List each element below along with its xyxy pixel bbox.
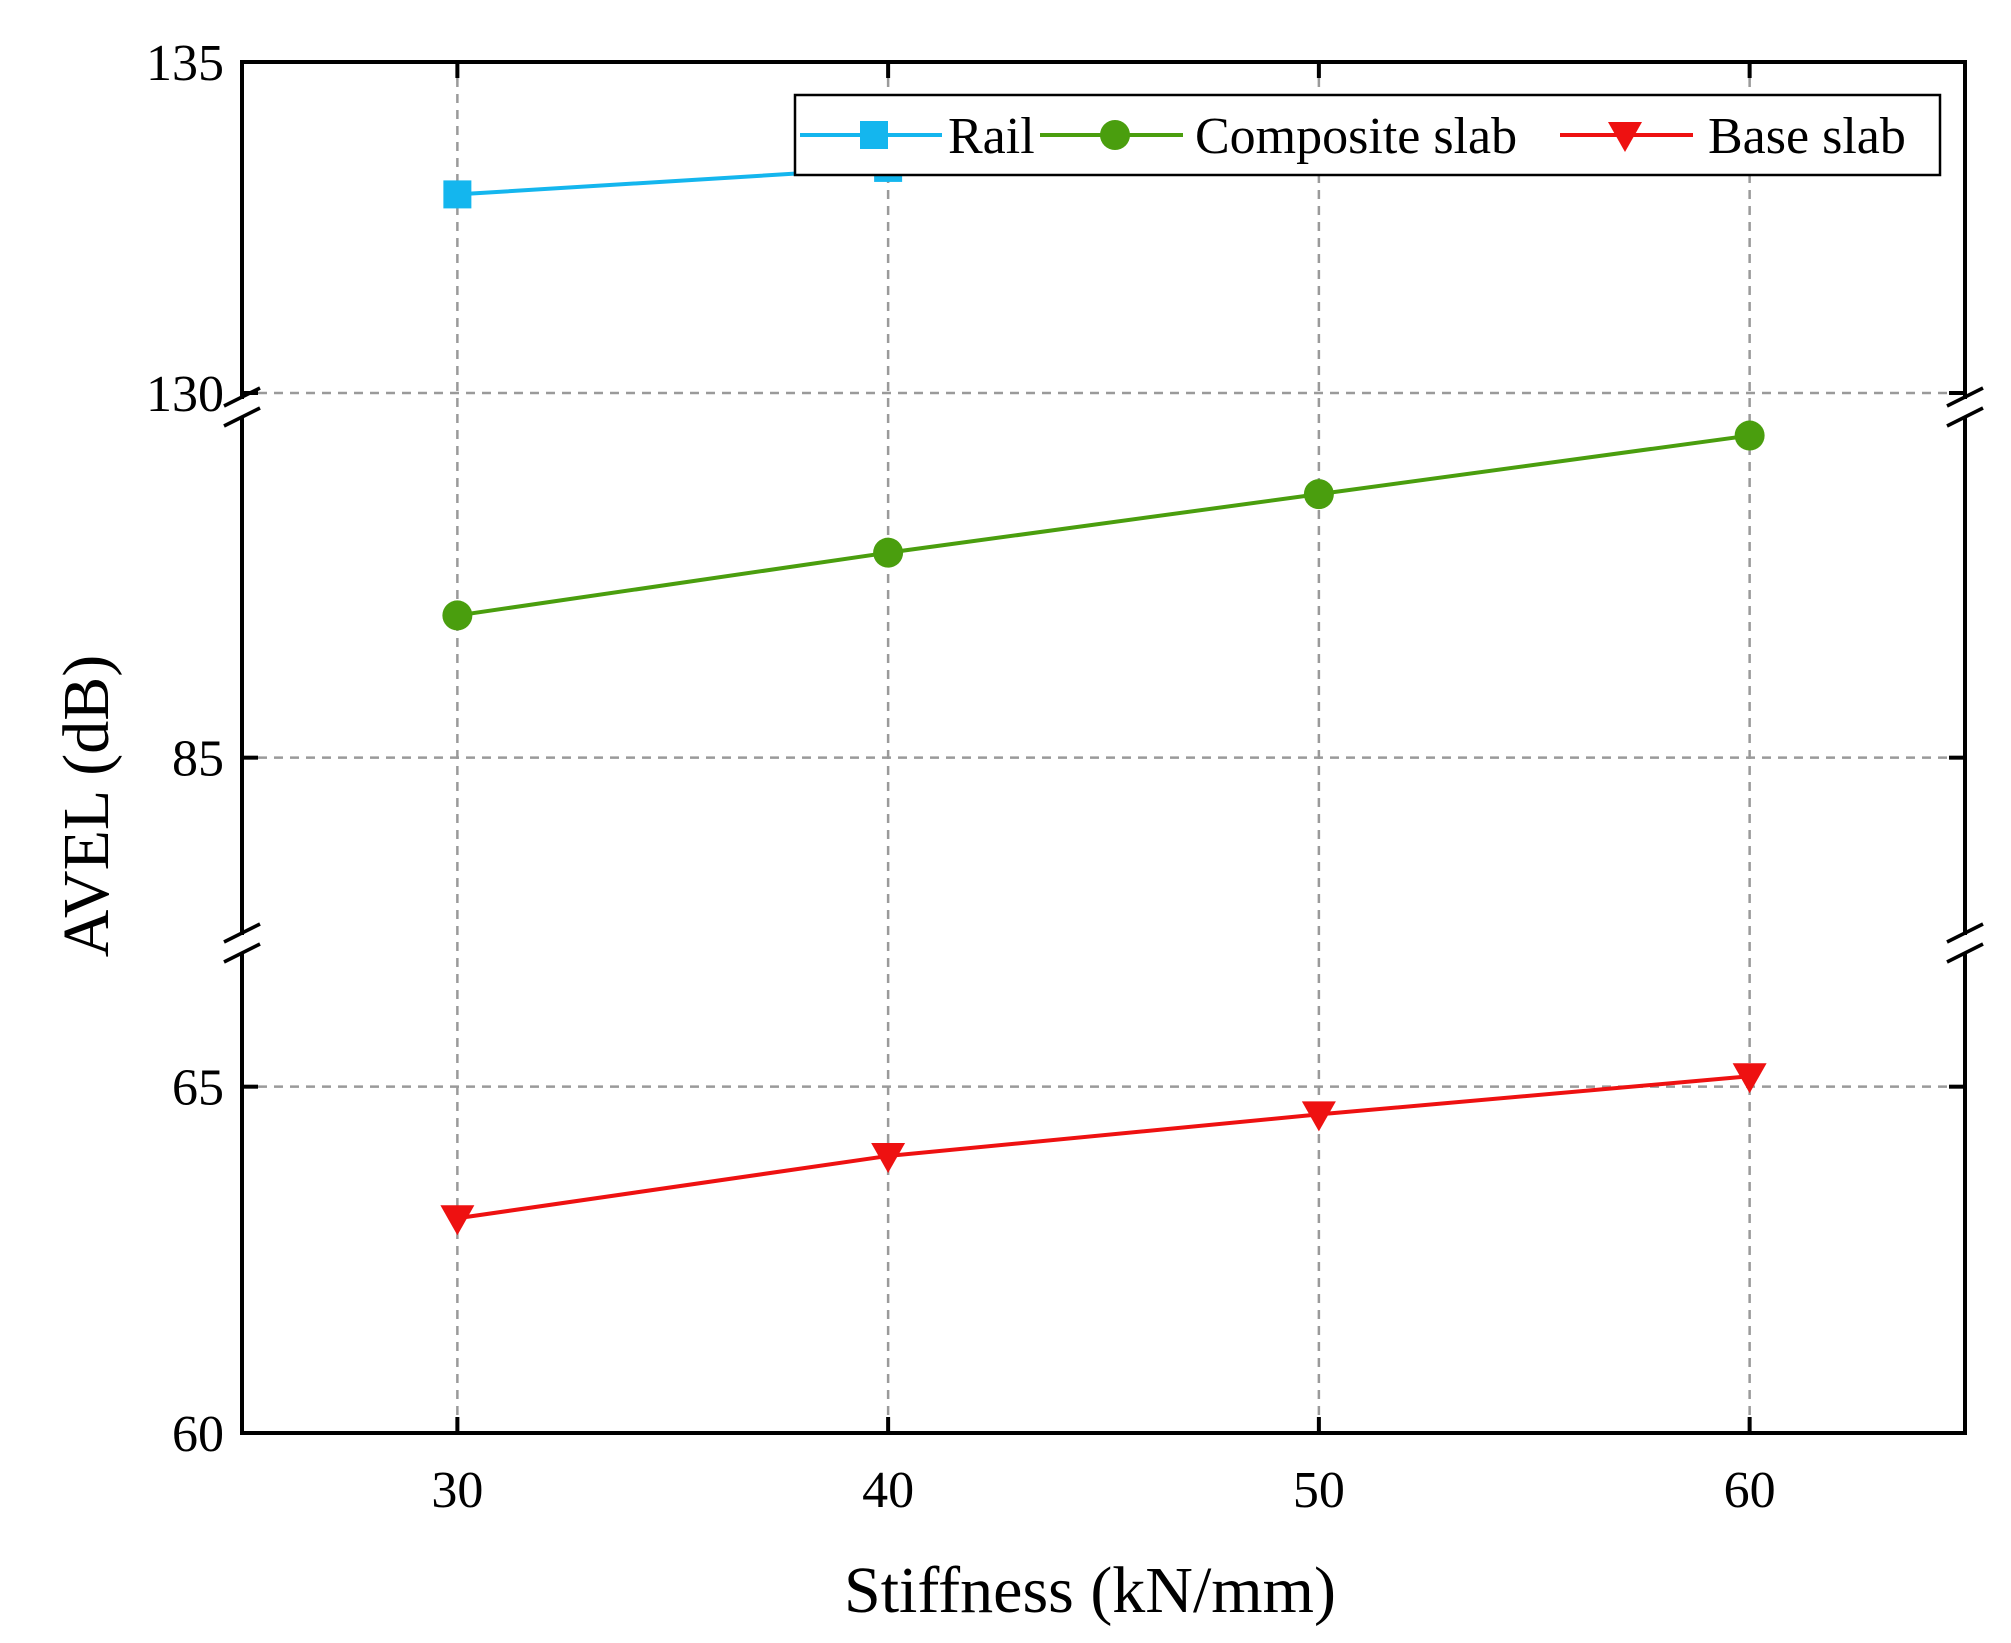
y-tick-label: 135 xyxy=(146,35,224,92)
legend-marker-rail xyxy=(860,121,888,149)
series-line-base-slab xyxy=(457,1074,1750,1221)
data-point-base-slab xyxy=(871,1142,906,1173)
data-point-base-slab xyxy=(1301,1101,1336,1132)
x-tick-label: 60 xyxy=(1724,1462,1776,1519)
axis-break-slash xyxy=(1946,922,1984,944)
axis-break-gap xyxy=(234,399,250,417)
axis-break-slash xyxy=(223,942,261,964)
y-tick-label: 65 xyxy=(172,1060,224,1117)
x-tick-label: 40 xyxy=(862,1462,914,1519)
legend-marker-composite-slab xyxy=(1100,120,1130,150)
series-line-composite-slab xyxy=(457,433,1750,618)
series-base-slab xyxy=(440,1063,1767,1236)
axis-break-slash xyxy=(1946,406,1984,428)
legend-label-rail: Rail xyxy=(948,108,1035,165)
series-composite-slab xyxy=(442,420,1765,631)
plot-frame xyxy=(240,60,1967,1435)
legend-label-composite-slab: Composite slab xyxy=(1195,108,1517,165)
axis-break-gap xyxy=(1957,935,1973,953)
y-tick-label: 60 xyxy=(172,1406,224,1463)
data-point-composite-slab xyxy=(442,600,473,631)
legend: Rail Composite slab Base slab xyxy=(793,93,1942,177)
data-point-composite-slab xyxy=(873,537,904,568)
axis-break-slash xyxy=(223,406,261,428)
legend-label-base-slab: Base slab xyxy=(1708,108,1906,165)
data-point-composite-slab xyxy=(1734,420,1765,451)
data-point-base-slab xyxy=(440,1205,475,1236)
series-layer xyxy=(440,124,1767,1236)
axis-break-gap xyxy=(234,935,250,953)
x-tick-label: 30 xyxy=(431,1462,483,1519)
grid-lines xyxy=(242,60,1965,1435)
axis-break-slash xyxy=(1946,942,1984,964)
axes-frame xyxy=(223,60,1984,1435)
legend-box xyxy=(793,93,1942,177)
y-axis-label: AVEL (dB) xyxy=(50,655,123,957)
axis-break-gap xyxy=(1957,399,1973,417)
x-tick-label: 50 xyxy=(1293,1462,1345,1519)
x-axis-label: Stiffness (kN/mm) xyxy=(844,1554,1336,1627)
axis-break-slash xyxy=(223,922,261,944)
y-tick-label: 130 xyxy=(146,366,224,423)
axis-ticks: 30 40 50 60 60 65 85 130 135 xyxy=(146,35,1965,1519)
y-tick-label: 85 xyxy=(172,731,224,788)
data-point-base-slab xyxy=(1732,1063,1767,1094)
axis-break-slash xyxy=(1946,386,1984,408)
legend-marker-base-slab xyxy=(1608,122,1642,152)
data-point-composite-slab xyxy=(1303,479,1334,510)
data-point-rail xyxy=(443,180,472,209)
